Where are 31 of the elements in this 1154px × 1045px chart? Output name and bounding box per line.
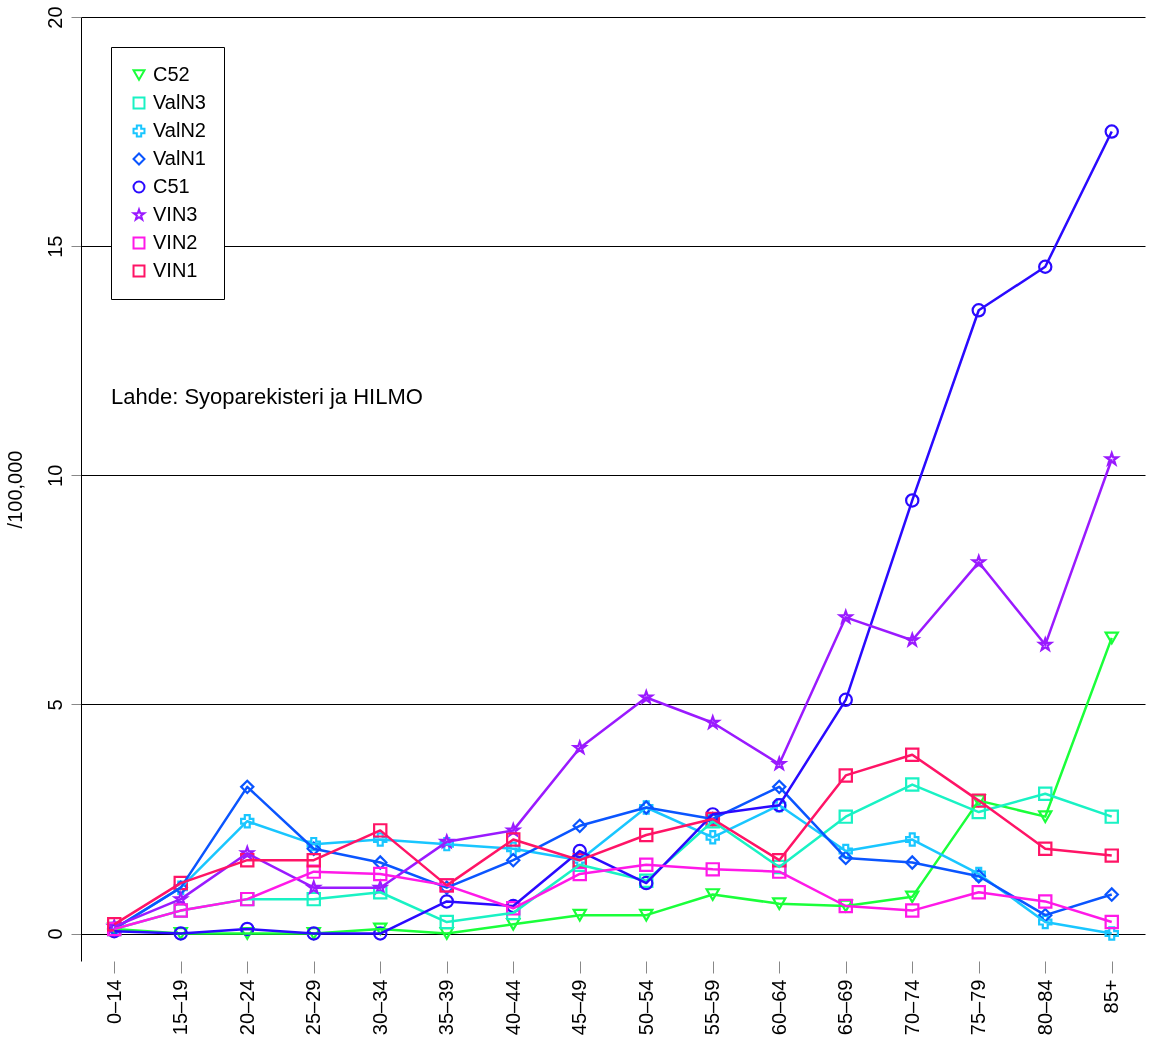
- x-tick-label: 25–29: [302, 979, 325, 1036]
- x-tick-label: 65–69: [834, 979, 857, 1036]
- y-tick-label: 20: [43, 6, 66, 29]
- x-tick-label: 20–24: [235, 979, 258, 1036]
- x-tick-label: 55–59: [701, 979, 724, 1036]
- x-tick-label: 0–14: [102, 979, 125, 1024]
- legend-label: VIN1: [153, 259, 198, 281]
- legend-label: ValN1: [153, 147, 206, 169]
- x-tick-label: 15–19: [169, 979, 192, 1036]
- x-tick-label: 80–84: [1033, 979, 1056, 1036]
- y-tick-label: 15: [43, 235, 66, 258]
- x-tick-label: 70–74: [900, 979, 923, 1036]
- x-tick-label: 60–64: [767, 979, 790, 1036]
- x-tick-label: 45–49: [568, 979, 591, 1036]
- x-tick-label: 85+: [1100, 979, 1123, 1014]
- legend-label: C51: [153, 175, 190, 197]
- legend-label: VIN3: [153, 203, 198, 225]
- y-axis-title: /100,000: [3, 450, 26, 529]
- x-tick-label: 75–79: [967, 979, 990, 1036]
- x-tick-label: 40–44: [501, 979, 524, 1036]
- y-tick-label: 10: [43, 464, 66, 487]
- y-tick-label: 5: [43, 699, 66, 711]
- x-tick-label: 35–39: [435, 979, 458, 1036]
- annotation: Lahde: Syoparekisteri ja HILMO: [111, 384, 423, 409]
- legend-label: VIN2: [153, 231, 198, 253]
- x-tick-label: 30–34: [368, 979, 391, 1036]
- y-tick-label: 0: [43, 928, 66, 940]
- legend-label: ValN2: [153, 119, 206, 141]
- legend-label: C52: [153, 63, 190, 85]
- x-tick-label: 50–54: [634, 979, 657, 1036]
- legend-label: ValN3: [153, 91, 206, 113]
